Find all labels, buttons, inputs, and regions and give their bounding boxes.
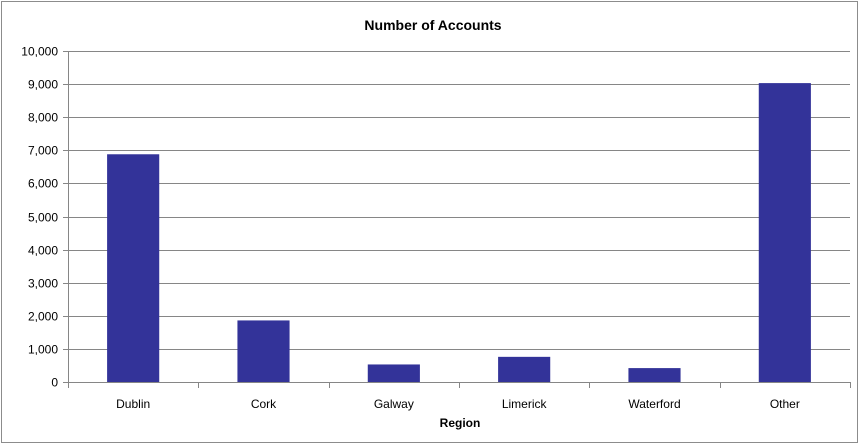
- y-tick-label: 3,000: [28, 277, 58, 291]
- bar-waterford: [628, 368, 681, 382]
- bar-cork: [237, 320, 290, 382]
- x-tick-label: Dublin: [116, 397, 150, 411]
- bar-other: [758, 83, 811, 383]
- axes: [63, 51, 851, 388]
- y-tick-label: 7,000: [28, 144, 58, 158]
- y-tick-label: 8,000: [28, 111, 58, 125]
- x-tick-label: Galway: [374, 397, 414, 411]
- y-tick-label: 4,000: [28, 244, 58, 258]
- gridlines: [68, 51, 850, 350]
- y-tick-label: 0: [51, 376, 58, 390]
- y-tick-labels: 0 1,000 2,000 3,000 4,000 5,000 6,000 7,000 8,00…: [21, 45, 58, 390]
- bar-galway: [367, 364, 420, 382]
- y-tick-label: 5,000: [28, 211, 58, 225]
- y-tick-label: 10,000: [21, 45, 58, 59]
- x-tick-label: Cork: [251, 397, 277, 411]
- bar-dublin: [107, 154, 160, 382]
- bar-limerick: [498, 356, 551, 382]
- bars: [107, 83, 811, 383]
- x-tick-label: Other: [770, 397, 800, 411]
- x-tick-label: Limerick: [502, 397, 548, 411]
- chart-title: Number of Accounts: [364, 17, 501, 33]
- y-tick-label: 9,000: [28, 78, 58, 92]
- y-tick-label: 2,000: [28, 310, 58, 324]
- x-tick-label: Waterford: [628, 397, 680, 411]
- x-axis-title: Region: [440, 416, 481, 430]
- y-tick-label: 6,000: [28, 177, 58, 191]
- y-tick-label: 1,000: [28, 343, 58, 357]
- x-tick-labels: Dublin Cork Galway Limerick Waterford Other: [116, 397, 800, 411]
